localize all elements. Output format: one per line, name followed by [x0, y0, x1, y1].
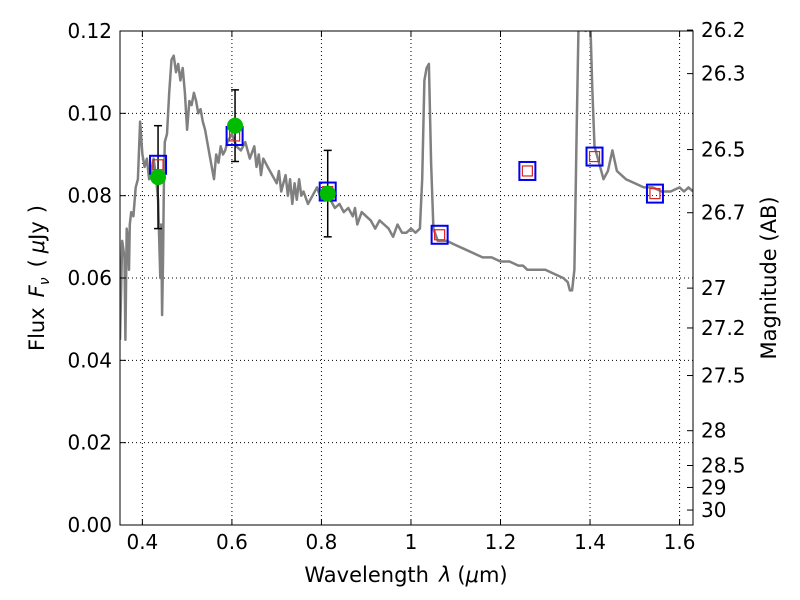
y-right-tick-label: 26.7	[701, 201, 746, 225]
y-right-tick-label: 26.3	[701, 62, 746, 86]
synthetic-point-inner	[649, 188, 661, 200]
plot-background	[120, 31, 693, 525]
y-tick-label: 0.08	[67, 184, 112, 208]
y-right-tick-label: 27.5	[701, 364, 746, 388]
y-right-tick-label: 30	[701, 498, 726, 522]
synthetic-point-inner	[521, 165, 533, 177]
y-tick-label: 0.04	[67, 348, 112, 372]
x-tick-label: 1.2	[485, 530, 517, 554]
y-tick-label: 0.00	[67, 513, 112, 537]
y-right-tick-label: 26.2	[701, 18, 746, 42]
x-tick-label: 1	[405, 530, 418, 554]
x-tick-label: 1.6	[664, 530, 696, 554]
observed-point	[150, 169, 167, 186]
y-right-tick-label: 27.2	[701, 316, 746, 340]
observed-point	[319, 185, 336, 202]
y-tick-label: 0.12	[67, 19, 112, 43]
y-right-tick-label: 29	[701, 475, 726, 499]
x-tick-label: 0.4	[126, 530, 158, 554]
y-axis-left-ticks: 0.00 0.02 0.04 0.06 0.08 0.10 0.12	[67, 19, 126, 537]
y-right-tick-label: 28	[701, 419, 726, 443]
x-tick-label: 0.8	[306, 530, 338, 554]
synthetic-point-box	[585, 146, 604, 167]
y-right-tick-label: 26.5	[701, 138, 746, 162]
synthetic-point-inner	[434, 229, 446, 241]
x-tick-label: 1.4	[574, 530, 606, 554]
observed-photometry	[150, 117, 336, 202]
x-axis-label: Wavelength λ (μm)	[304, 563, 507, 587]
y-axis-left-label: FluxFν(μJy)	[25, 205, 53, 351]
y-right-tick-label: 27	[701, 276, 726, 300]
y-right-tick-label: 28.5	[701, 453, 746, 477]
y-tick-label: 0.10	[67, 101, 112, 125]
y-tick-label: 0.06	[67, 266, 112, 290]
observed-point	[227, 117, 244, 134]
x-axis-ticks: 0.4 0.6 0.8 1 1.2 1.4 1.6	[126, 31, 695, 554]
synthetic-point-box	[430, 224, 449, 245]
synthetic-point-box	[645, 183, 664, 204]
y-tick-label: 0.02	[67, 431, 112, 455]
x-tick-label: 0.6	[216, 530, 248, 554]
synthetic-point-box	[518, 160, 537, 181]
y-axis-right-label: Magnitude (AB)	[757, 196, 781, 359]
synthetic-point-inner	[588, 150, 601, 163]
